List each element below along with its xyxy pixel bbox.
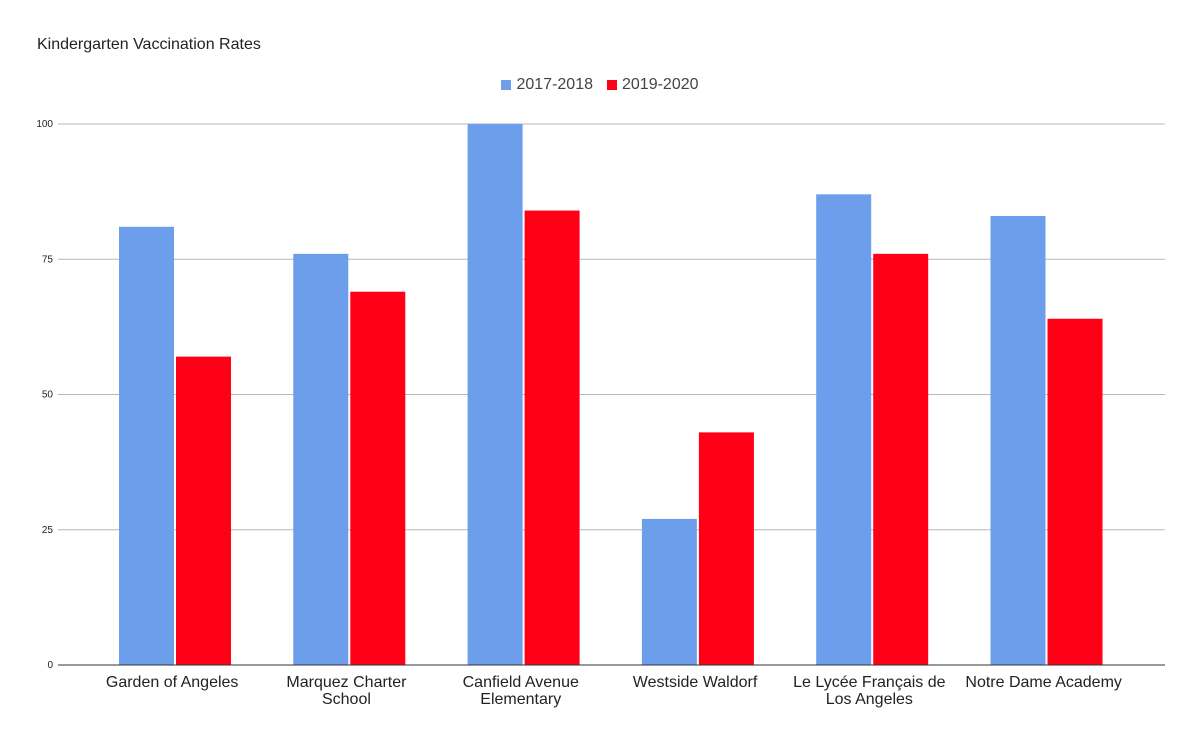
x-tick-label: Elementary — [480, 691, 561, 708]
y-tick-label: 0 — [47, 660, 53, 671]
bar — [350, 291, 406, 665]
x-tick-label: School — [322, 691, 371, 708]
bar — [873, 253, 929, 665]
y-tick-label: 50 — [42, 390, 54, 401]
bar — [1047, 318, 1103, 665]
bar — [641, 518, 697, 665]
y-tick-label: 75 — [42, 254, 54, 265]
legend-swatch-series-1 — [501, 80, 512, 90]
x-tick-label: Canfield Avenue — [463, 674, 579, 691]
bar — [467, 124, 523, 665]
y-tick-label: 100 — [36, 119, 53, 130]
y-tick-label: 25 — [42, 525, 54, 536]
x-tick-label: Westside Waldorf — [633, 674, 758, 691]
x-tick-label: Notre Dame Academy — [965, 674, 1122, 691]
bar — [816, 194, 872, 665]
bar — [119, 226, 174, 666]
x-tick-label: Garden of Angeles — [106, 674, 239, 691]
chart-title: Kindergarten Vaccination Rates — [37, 36, 261, 53]
legend-item-series-2[interactable]: 2019-2020 — [607, 76, 699, 94]
bar — [176, 356, 231, 665]
x-tick-label: Marquez Charter — [286, 674, 407, 691]
x-tick-label: Le Lycée Français de — [793, 674, 945, 691]
legend-label-series-2: 2019-2020 — [622, 76, 699, 93]
legend: 2017-2018 2019-2020 — [0, 76, 1200, 94]
x-tick-label: Los Angeles — [826, 691, 913, 708]
bar — [990, 215, 1046, 665]
bar — [293, 253, 349, 665]
bar — [698, 432, 754, 665]
legend-swatch-series-2 — [607, 80, 617, 90]
bar — [524, 210, 580, 665]
legend-item-series-1[interactable]: 2017-2018 — [501, 76, 593, 94]
legend-label-series-1: 2017-2018 — [516, 76, 593, 93]
